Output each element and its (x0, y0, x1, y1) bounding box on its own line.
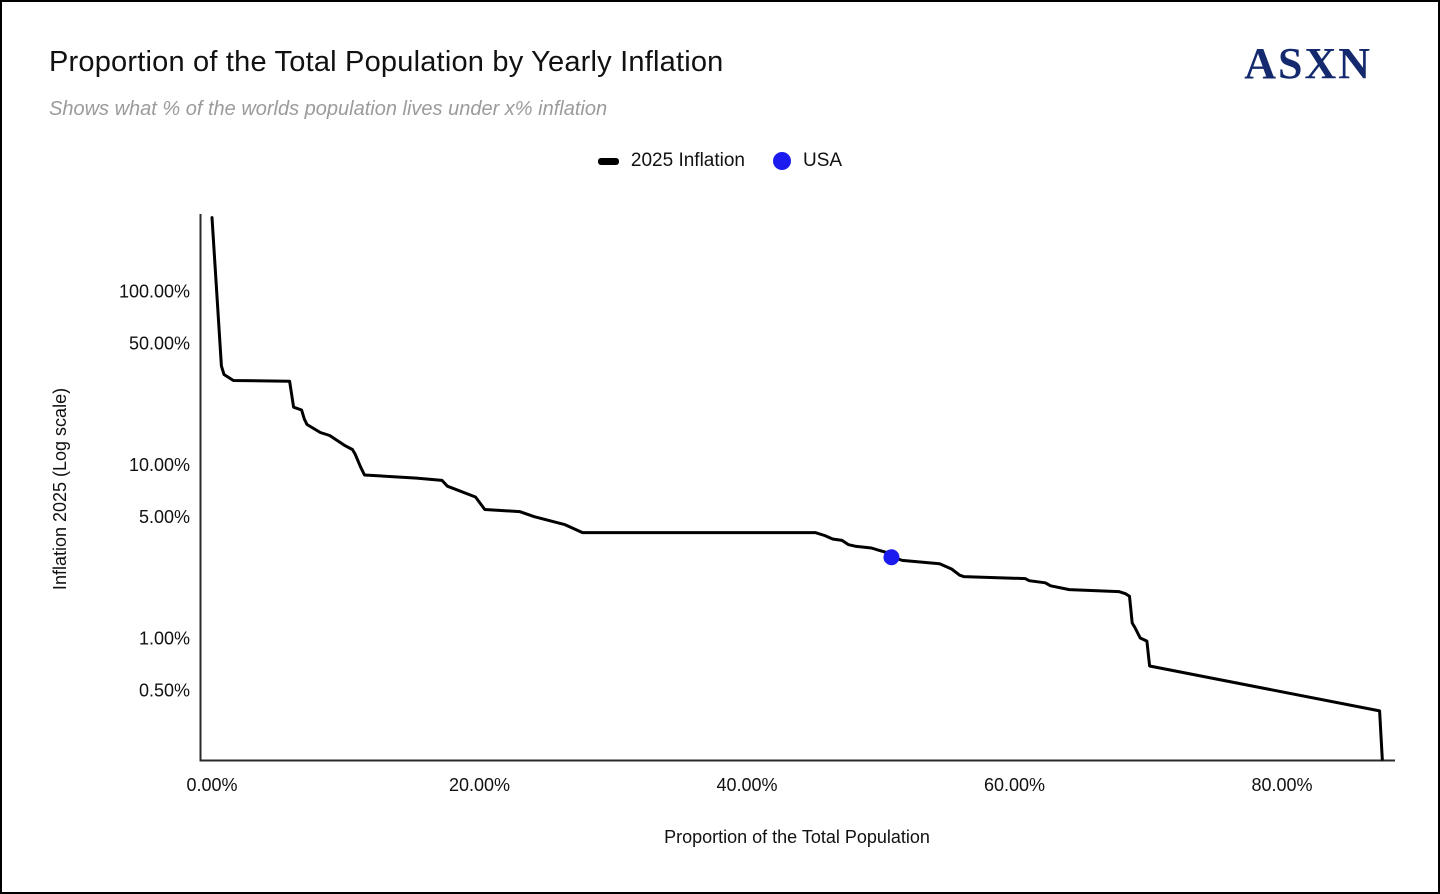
page-title: Proportion of the Total Population by Ye… (49, 46, 724, 78)
y-tick-label: 5.00% (139, 507, 190, 527)
y-tick-label: 50.00% (129, 334, 190, 354)
usa-data-point[interactable] (883, 549, 900, 566)
series-group (210, 216, 1384, 761)
y-tick-label: 1.00% (139, 629, 190, 649)
asxn-logo: ASXN (1244, 39, 1372, 88)
x-axis-title: Proportion of the Total Population (664, 827, 930, 847)
y-tick-label: 100.00% (119, 282, 190, 302)
y-axis-title: Inflation 2025 (Log scale) (50, 388, 70, 590)
y-tick-label: 0.50% (139, 681, 190, 701)
line-swatch-icon (597, 157, 619, 165)
axes (199, 214, 1395, 762)
dot-swatch-icon (773, 152, 791, 170)
x-tick-label: 40.00% (716, 775, 777, 795)
y-tick-label: 10.00% (129, 455, 190, 475)
x-axis-ticks: 0.00% 20.00% 40.00% 60.00% 80.00% (186, 775, 1312, 795)
legend-item-usa[interactable]: USA (773, 150, 842, 172)
legend-label: USA (803, 150, 843, 171)
x-tick-label: 20.00% (449, 775, 510, 795)
inflation-curve[interactable] (210, 216, 1384, 761)
x-tick-label: 0.00% (186, 775, 237, 795)
x-tick-label: 60.00% (984, 775, 1045, 795)
legend-label: 2025 Inflation (630, 150, 745, 171)
x-tick-label: 80.00% (1251, 775, 1312, 795)
y-axis-ticks: 100.00% 50.00% 10.00% 5.00% 1.00% 0.50% (119, 282, 190, 701)
chart-legend: 2025 Inflation USA (2, 150, 1438, 172)
page-subtitle: Shows what % of the worlds population li… (49, 98, 608, 120)
legend-item-2025-inflation[interactable]: 2025 Inflation (597, 150, 745, 172)
